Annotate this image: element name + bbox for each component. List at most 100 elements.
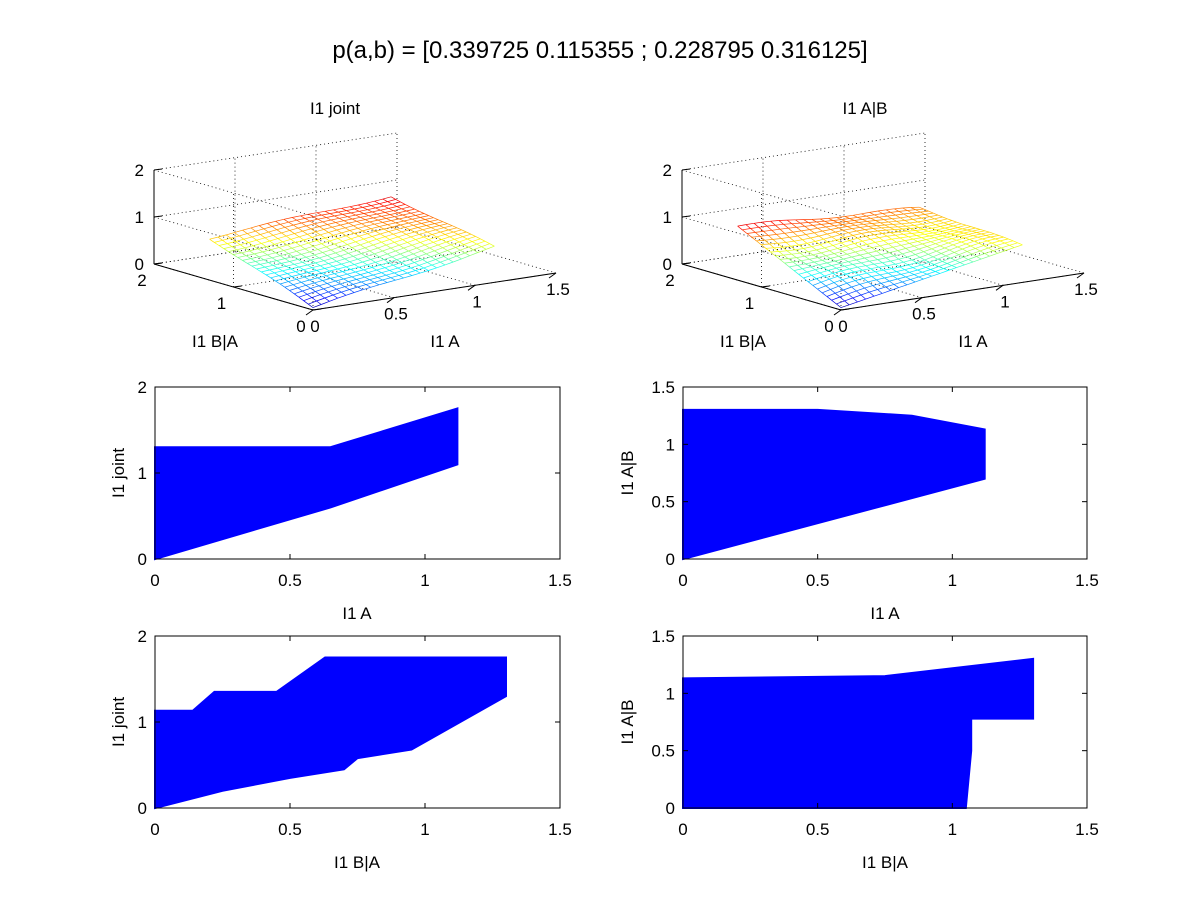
mesh-segment bbox=[352, 218, 357, 222]
scatter-agb-vs-a-axes bbox=[682, 386, 1088, 560]
mesh-segment bbox=[242, 258, 251, 261]
mesh-segment bbox=[944, 225, 954, 229]
mesh-segment bbox=[930, 239, 939, 243]
mesh-segment bbox=[375, 230, 381, 235]
y-tick-label: 1 bbox=[666, 435, 675, 454]
mesh-segment bbox=[817, 288, 823, 294]
mesh-segment bbox=[250, 225, 260, 229]
y-tick-label: 1 bbox=[745, 294, 754, 313]
mesh-segment bbox=[442, 247, 448, 251]
mesh-segment bbox=[410, 212, 416, 216]
mesh-segment bbox=[410, 267, 416, 271]
mesh-segment bbox=[928, 229, 937, 232]
mesh-segment bbox=[243, 236, 253, 240]
mesh-segment bbox=[382, 220, 392, 223]
mesh-segment bbox=[972, 235, 978, 238]
mesh-segment bbox=[297, 227, 303, 232]
mesh-segment bbox=[942, 235, 948, 238]
mesh-segment bbox=[973, 233, 982, 237]
mesh-segment bbox=[340, 255, 346, 260]
mesh-segment bbox=[370, 226, 380, 230]
mesh-segment bbox=[447, 247, 456, 251]
mesh-segment bbox=[922, 269, 931, 273]
mesh-segment bbox=[239, 233, 248, 237]
mesh-segment bbox=[293, 224, 299, 229]
mesh-segment bbox=[881, 280, 890, 284]
mesh-segment bbox=[807, 281, 814, 286]
mesh-segment bbox=[297, 256, 307, 260]
mesh-segment bbox=[332, 291, 342, 296]
mesh-segment bbox=[361, 223, 367, 227]
mesh-segment bbox=[253, 243, 262, 247]
mesh-segment bbox=[793, 268, 803, 271]
mesh-segment bbox=[209, 236, 218, 240]
mesh-segment bbox=[423, 264, 433, 269]
mesh-segment bbox=[819, 241, 829, 246]
mesh-segment bbox=[926, 273, 932, 277]
mesh-segment bbox=[847, 226, 853, 229]
mesh-segment bbox=[408, 220, 417, 224]
mesh-segment bbox=[403, 244, 413, 249]
mesh-segment bbox=[377, 247, 383, 252]
mesh-segment bbox=[396, 226, 406, 230]
mesh-segment bbox=[844, 237, 850, 241]
mesh-segment bbox=[851, 286, 857, 292]
mesh-segment bbox=[851, 256, 857, 261]
mesh-segment bbox=[290, 268, 296, 273]
mesh-segment bbox=[965, 243, 971, 247]
mesh-segment bbox=[914, 271, 923, 275]
mesh-segment bbox=[392, 201, 401, 205]
mesh-segment bbox=[842, 279, 848, 284]
mesh-segment bbox=[300, 272, 309, 275]
mesh-segment bbox=[957, 243, 967, 248]
mesh-segment bbox=[895, 233, 904, 236]
mesh-segment bbox=[228, 249, 237, 252]
mesh-segment bbox=[976, 253, 985, 257]
mesh-segment bbox=[836, 265, 845, 269]
mesh-segment bbox=[790, 244, 799, 247]
mesh-segment bbox=[437, 244, 443, 249]
mesh-segment bbox=[406, 208, 415, 212]
mesh-segment bbox=[856, 257, 865, 261]
mesh-segment bbox=[904, 267, 913, 271]
mesh-segment bbox=[459, 238, 468, 243]
mesh-segment bbox=[428, 267, 437, 271]
mesh-segment bbox=[280, 255, 286, 259]
mesh-segment bbox=[261, 269, 270, 273]
mesh-segment bbox=[389, 236, 399, 240]
mesh-segment bbox=[821, 224, 827, 228]
mesh-segment bbox=[764, 239, 770, 245]
mesh-segment bbox=[316, 240, 322, 244]
mesh-segment bbox=[869, 212, 875, 216]
mesh-segment bbox=[970, 242, 980, 247]
mesh-segment bbox=[357, 256, 367, 260]
mesh-segment bbox=[971, 230, 977, 233]
mesh-segment bbox=[344, 227, 350, 231]
mesh-segment bbox=[779, 258, 789, 260]
mesh-segment bbox=[811, 275, 817, 279]
mesh-segment bbox=[368, 238, 377, 243]
mesh-segment bbox=[890, 232, 896, 236]
mesh-segment bbox=[329, 213, 335, 217]
mesh-segment bbox=[294, 290, 303, 295]
mesh-segment bbox=[334, 215, 340, 219]
mesh-segment bbox=[226, 232, 235, 236]
mesh-segment bbox=[435, 259, 441, 263]
mesh-segment bbox=[293, 281, 302, 286]
mesh-segment bbox=[842, 251, 848, 255]
mesh-segment bbox=[956, 237, 965, 241]
mesh-segment bbox=[852, 262, 862, 265]
mesh-segment bbox=[398, 242, 408, 246]
mesh-segment bbox=[844, 297, 853, 302]
mesh-segment bbox=[358, 202, 367, 206]
mesh-segment bbox=[445, 231, 454, 235]
z-tick-mark bbox=[153, 262, 163, 265]
mesh-segment bbox=[849, 217, 858, 219]
mesh-segment bbox=[282, 241, 288, 246]
mesh-segment bbox=[340, 252, 349, 257]
mesh-segment bbox=[375, 205, 385, 209]
mesh-segment bbox=[951, 220, 957, 223]
mesh-segment bbox=[394, 239, 403, 243]
mesh-segment bbox=[971, 253, 977, 257]
mesh-segment bbox=[330, 275, 340, 279]
